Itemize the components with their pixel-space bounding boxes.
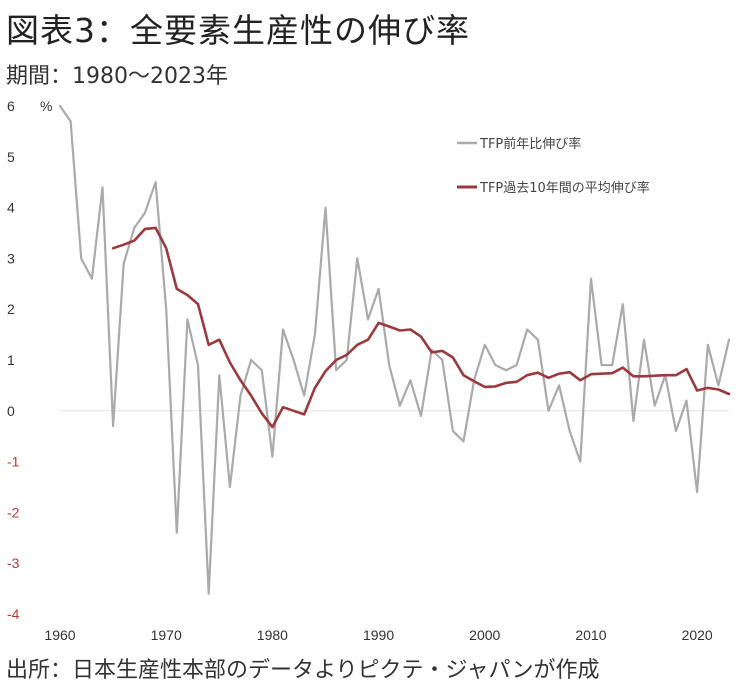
x-axis-ticks: 1960 1970 1980 1990 2000 2010 2020 xyxy=(44,627,713,643)
y-tick-label: 0 xyxy=(7,403,15,419)
y-axis-ticks: 6 5 4 3 2 1 0 -1 -2 -3 -4 xyxy=(7,98,20,622)
chart-title: 図表3：全要素生産性の伸び率 xyxy=(6,11,470,50)
legend-label-2: TFP過去10年間の平均伸び率 xyxy=(479,180,650,196)
y-tick-label: -4 xyxy=(7,606,20,622)
series-line-2 xyxy=(111,226,731,429)
y-tick-label: -1 xyxy=(7,454,20,470)
x-tick-label: 2020 xyxy=(682,627,713,643)
y-tick-label: 2 xyxy=(7,301,15,317)
unit-label: % xyxy=(40,98,52,114)
y-tick-label: 6 xyxy=(7,98,15,114)
legend: TFP前年比伸び率 TFP過去10年間の平均伸び率 xyxy=(457,136,650,196)
source-note: 出所：日本生産性本部のデータよりピクテ・ジャパンが作成 xyxy=(6,658,600,683)
x-tick-label: 1960 xyxy=(44,627,75,643)
legend-label-1: TFP前年比伸び率 xyxy=(479,136,581,152)
x-tick-label: 2010 xyxy=(575,627,606,643)
x-tick-label: 1990 xyxy=(363,627,394,643)
x-tick-label: 1980 xyxy=(257,627,288,643)
y-tick-label: 1 xyxy=(7,352,15,368)
series-line-1 xyxy=(58,104,731,595)
y-tick-label: 4 xyxy=(7,200,15,216)
series-lines xyxy=(58,104,731,595)
chart-subtitle: 期間：1980～2023年 xyxy=(6,64,228,89)
y-tick-label: 3 xyxy=(7,250,15,266)
y-tick-label: -3 xyxy=(7,555,20,571)
y-tick-label: -2 xyxy=(7,504,20,520)
x-tick-label: 1970 xyxy=(151,627,182,643)
y-tick-label: 5 xyxy=(7,149,15,165)
x-tick-label: 2000 xyxy=(469,627,500,643)
